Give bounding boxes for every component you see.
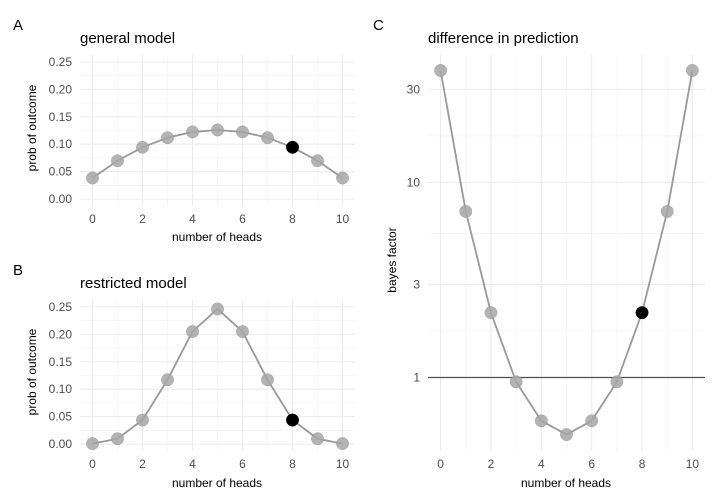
data-point-b	[236, 325, 249, 338]
data-point-a	[86, 171, 99, 185]
data-point-c	[484, 306, 498, 320]
y-tick-label-a: 0.05	[49, 165, 73, 179]
y-tick-label-a: 0.20	[49, 82, 73, 96]
data-point-b	[186, 325, 199, 338]
data-point-a	[261, 131, 274, 145]
y-tick-label-c: 1	[413, 371, 420, 385]
data-point-b	[86, 437, 99, 451]
data-point-a	[336, 171, 349, 185]
x-tick-label-a: 4	[189, 212, 196, 226]
data-point-c	[560, 428, 573, 442]
x-tick-label-b: 10	[336, 457, 350, 471]
data-point-c	[610, 375, 624, 389]
panel-tag-a: A	[13, 17, 23, 34]
y-axis-label-b: prob of outcome	[25, 328, 39, 415]
y-tick-label-b: 0.05	[49, 410, 73, 424]
x-tick-label-b: 0	[89, 457, 96, 471]
y-tick-label-a: 0.10	[49, 137, 73, 151]
x-tick-label-a: 8	[289, 212, 296, 226]
y-tick-label-a: 0.00	[49, 192, 73, 206]
data-point-highlight-a	[286, 140, 299, 154]
data-point-a	[161, 131, 174, 145]
x-tick-label-c: 0	[437, 457, 444, 471]
y-tick-label-b: 0.25	[49, 300, 73, 314]
y-tick-label-a: 0.15	[49, 110, 73, 124]
data-point-c	[660, 204, 674, 218]
data-point-a	[186, 125, 199, 139]
y-axis-label-c: bayes factor	[385, 227, 399, 292]
chart-title-b: restricted model	[80, 275, 187, 292]
y-tick-label-b: 0.20	[49, 327, 73, 341]
data-point-b	[311, 432, 324, 446]
x-axis-label-b: number of heads	[172, 476, 262, 490]
data-point-a	[111, 154, 124, 168]
data-point-b	[336, 437, 349, 451]
data-point-c	[459, 204, 473, 218]
plot-area-general-model: 0 2 4 6 8 10 0.00 0.05 0.10 0.15 0.20 0.25	[49, 55, 355, 226]
data-point-a	[211, 123, 224, 137]
data-point-b	[136, 413, 149, 427]
x-axis-label-c: number of heads	[521, 476, 611, 490]
y-axis-label-a: prob of outcome	[25, 84, 39, 171]
x-tick-label-a: 6	[239, 212, 246, 226]
y-tick-label-c: 30	[407, 82, 421, 96]
y-tick-label-b: 0.15	[49, 355, 73, 369]
data-point-highlight-c	[635, 306, 649, 320]
x-tick-label-c: 8	[639, 457, 646, 471]
data-point-a	[311, 154, 324, 168]
data-point-a	[236, 125, 249, 139]
y-tick-label-b: 0.10	[49, 382, 73, 396]
data-point-c	[509, 375, 523, 389]
x-tick-label-c: 10	[686, 457, 700, 471]
x-tick-label-c: 6	[588, 457, 595, 471]
x-tick-label-c: 4	[538, 457, 545, 471]
panel-tag-c: C	[373, 17, 384, 34]
data-point-c	[534, 414, 548, 428]
x-axis-label-a: number of heads	[172, 230, 262, 244]
y-tick-label-a: 0.25	[49, 55, 73, 69]
chart-title-c: difference in prediction	[428, 30, 579, 47]
plot-area-restricted-model: 0 2 4 6 8 10 0.00 0.05 0.10 0.15 0.20 0.25	[49, 300, 355, 471]
data-point-b	[211, 302, 224, 316]
panel-tag-b: B	[13, 262, 23, 279]
x-tick-label-b: 2	[139, 457, 146, 471]
data-point-b	[161, 373, 174, 387]
x-tick-label-a: 0	[89, 212, 96, 226]
y-tick-label-c: 3	[413, 277, 420, 291]
x-tick-label-b: 8	[289, 457, 296, 471]
data-point-c	[685, 63, 699, 77]
data-point-c	[585, 414, 599, 428]
data-point-c	[434, 63, 448, 77]
x-tick-label-b: 4	[189, 457, 196, 471]
data-point-b	[261, 373, 274, 387]
chart-title-a: general model	[80, 30, 175, 47]
x-tick-label-a: 2	[139, 212, 146, 226]
data-point-highlight-b	[286, 413, 299, 427]
x-tick-label-b: 6	[239, 457, 246, 471]
y-tick-label-c: 10	[407, 175, 421, 189]
x-tick-label-c: 2	[488, 457, 495, 471]
data-point-a	[136, 140, 149, 154]
data-point-b	[111, 432, 124, 446]
x-tick-label-a: 10	[336, 212, 350, 226]
y-tick-label-b: 0.00	[49, 437, 73, 451]
plot-area-difference-in-prediction: 0 2 4 6 8 10 1 3 10 30	[407, 55, 705, 471]
